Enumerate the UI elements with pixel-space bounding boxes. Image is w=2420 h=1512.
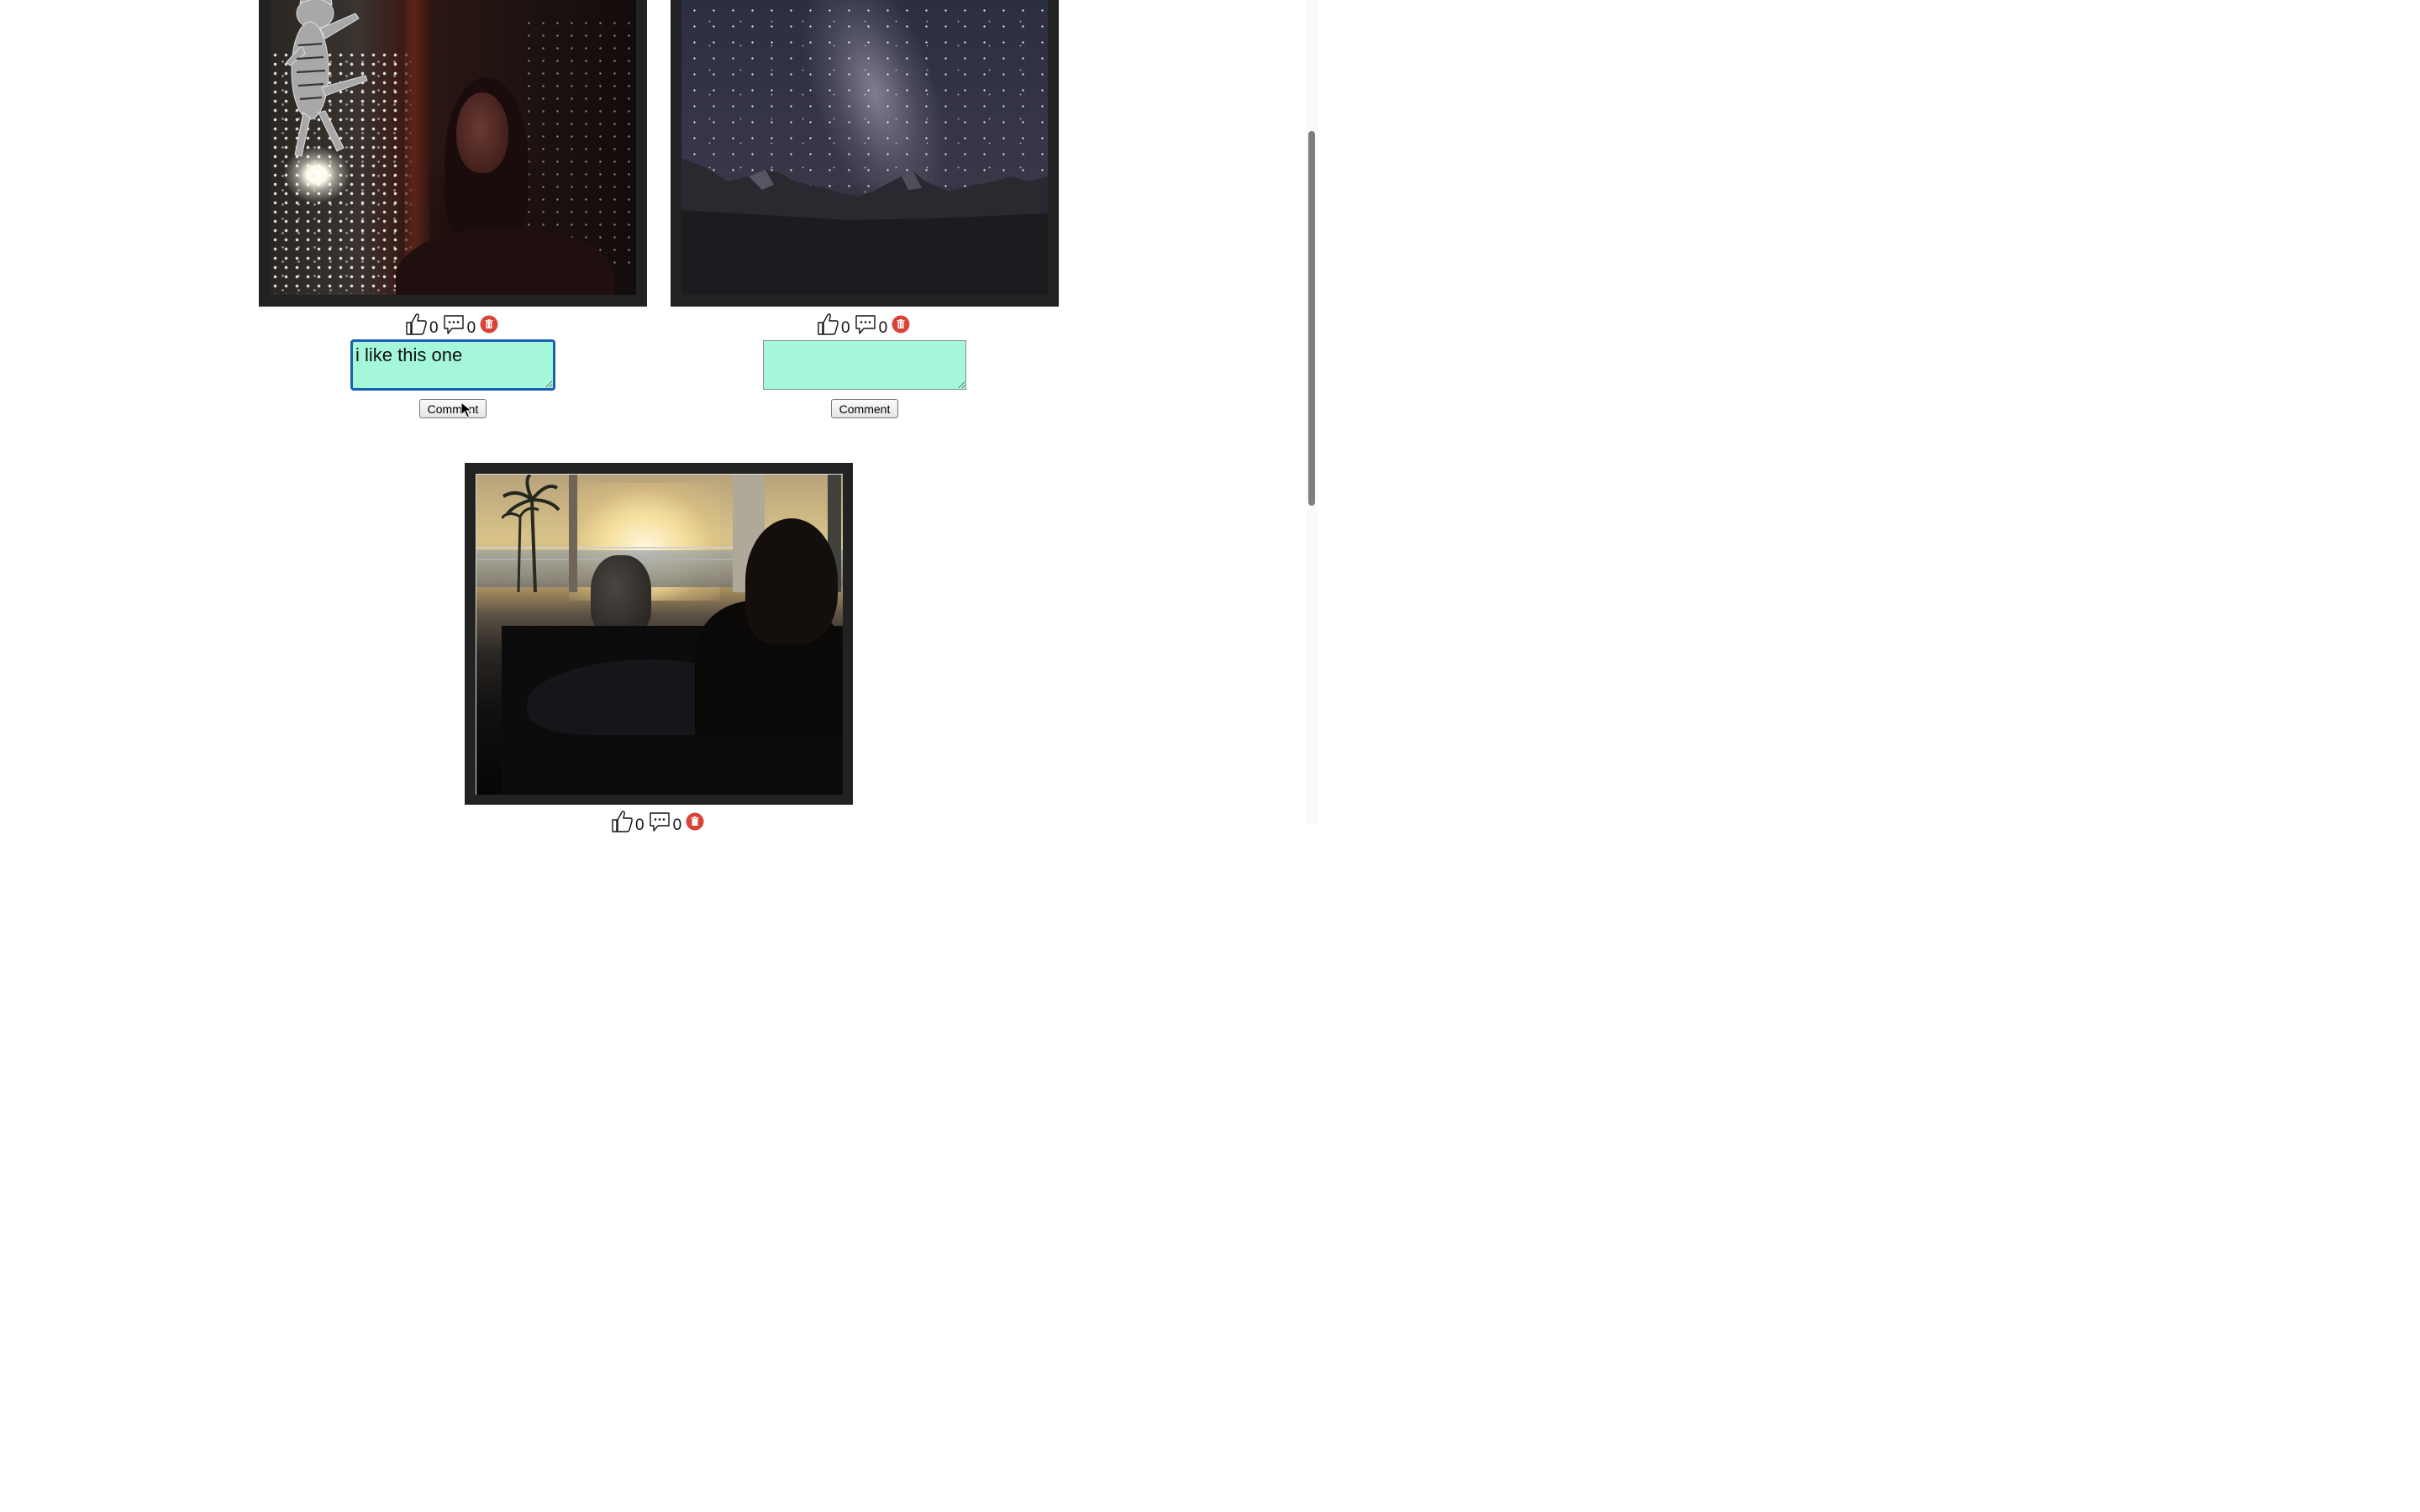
terrace-rail <box>476 547 843 549</box>
post-3-photo[interactable] <box>476 474 843 795</box>
speech-bubble-icon[interactable] <box>443 314 465 336</box>
post-2-photo[interactable] <box>681 0 1048 295</box>
pillar <box>569 475 577 592</box>
post-2-actions: 0 0 <box>817 311 910 336</box>
like-count: 0 <box>429 319 439 337</box>
palm-tree-icon <box>502 475 560 592</box>
scrollbar-thumb[interactable] <box>1308 131 1315 506</box>
speech-bubble-icon[interactable] <box>649 811 671 833</box>
thumbs-up-icon[interactable] <box>405 312 427 336</box>
post-3-actions: 0 0 <box>611 808 704 833</box>
gallery-page: 0 0 i like this one Comment <box>0 0 1318 833</box>
sparkle-lights-right <box>522 17 636 269</box>
stars <box>681 0 1048 193</box>
post-1-actions: 0 0 <box>405 311 498 336</box>
cat-sticker-icon <box>286 0 368 157</box>
person-face <box>456 92 508 173</box>
speech-bubble-icon[interactable] <box>855 314 876 336</box>
mountains-icon <box>681 158 1048 295</box>
like-count: 0 <box>841 319 850 337</box>
mouse-cursor-icon <box>460 402 472 418</box>
post-1-photo[interactable] <box>270 0 636 295</box>
comment-count: 0 <box>466 319 476 337</box>
post-1-comment-button[interactable]: Comment <box>419 399 487 418</box>
trash-icon[interactable] <box>480 315 498 333</box>
trash-icon[interactable] <box>892 315 910 333</box>
comment-count: 0 <box>878 319 888 337</box>
like-count: 0 <box>635 816 644 834</box>
post-1-comment-input[interactable]: i like this one <box>351 340 555 390</box>
comment-count: 0 <box>672 816 682 834</box>
post-2-comment-button[interactable]: Comment <box>831 399 898 418</box>
vase <box>591 555 651 634</box>
post-2-comment-input[interactable] <box>763 340 966 390</box>
terrace-rail-lower <box>476 559 843 560</box>
person-hair <box>745 518 838 644</box>
thumbs-up-icon[interactable] <box>817 312 839 336</box>
thumbs-up-icon[interactable] <box>611 810 633 833</box>
trash-icon[interactable] <box>686 812 704 831</box>
